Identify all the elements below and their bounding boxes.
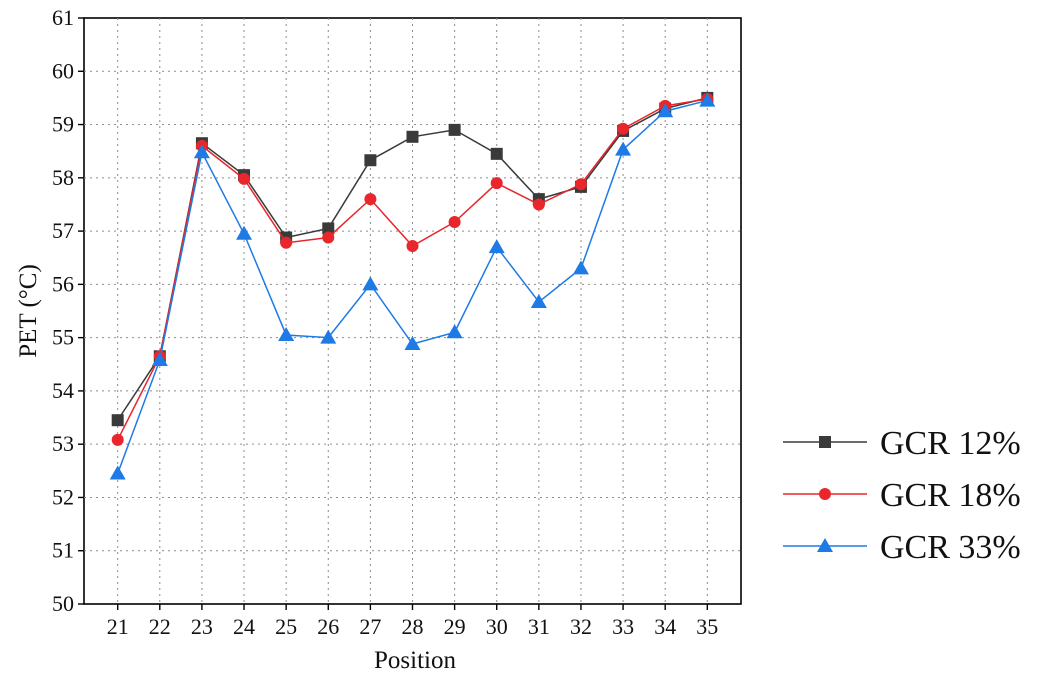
- data-point: [322, 231, 335, 244]
- axis-ticks: 50 51 52 53 54 55 56 57 58 59 60 61 21 22 23 24 25 26 27 28…: [52, 5, 718, 639]
- data-point: [280, 236, 293, 249]
- data-point: [530, 293, 547, 308]
- x-tick-label: 35: [696, 614, 718, 639]
- data-point: [406, 240, 419, 253]
- legend-label: GCR 18%: [880, 477, 1021, 514]
- data-point: [111, 433, 124, 446]
- x-tick-label: 22: [149, 614, 171, 639]
- data-point: [193, 144, 210, 159]
- y-tick-label: 50: [52, 591, 74, 616]
- data-point: [238, 172, 251, 185]
- x-tick-label: 31: [528, 614, 550, 639]
- x-tick-label: 25: [275, 614, 297, 639]
- y-tick-label: 59: [52, 112, 74, 137]
- y-tick-label: 61: [52, 5, 74, 30]
- x-axis-title: Position: [374, 647, 456, 674]
- y-tick-label: 60: [52, 58, 74, 83]
- data-point: [574, 178, 587, 191]
- x-tick-label: 28: [402, 614, 424, 639]
- x-tick-label: 30: [486, 614, 508, 639]
- data-point: [532, 198, 545, 211]
- legend-marker: [819, 436, 831, 448]
- data-point: [572, 260, 589, 275]
- data-point: [406, 130, 419, 143]
- data-point: [490, 177, 503, 190]
- legend-label: GCR 12%: [880, 425, 1021, 462]
- data-point: [404, 336, 421, 351]
- y-tick-label: 53: [52, 431, 74, 456]
- y-axis-title: PET (°C): [15, 264, 42, 358]
- x-tick-label: 24: [233, 614, 255, 639]
- y-tick-label: 55: [52, 325, 74, 350]
- y-tick-label: 52: [52, 484, 74, 509]
- data-point: [278, 326, 295, 341]
- data-point: [699, 92, 716, 107]
- legend-item: GCR 33%: [783, 529, 1021, 566]
- x-tick-label: 34: [654, 614, 676, 639]
- data-point: [490, 147, 503, 160]
- legend-label: GCR 33%: [880, 529, 1021, 566]
- y-tick-label: 51: [52, 538, 74, 563]
- legend-marker: [819, 488, 831, 500]
- data-point: [111, 414, 124, 427]
- data-point: [448, 216, 461, 229]
- data-point: [615, 141, 632, 156]
- x-tick-label: 29: [444, 614, 466, 639]
- data-point: [109, 465, 126, 480]
- data-point: [320, 329, 337, 344]
- y-tick-label: 54: [52, 378, 74, 403]
- data-point: [364, 193, 377, 206]
- series-gcr-33: [109, 92, 716, 480]
- x-tick-label: 33: [612, 614, 634, 639]
- data-point: [617, 122, 630, 135]
- x-tick-label: 23: [191, 614, 213, 639]
- y-tick-label: 56: [52, 271, 74, 296]
- x-tick-label: 32: [570, 614, 592, 639]
- data-point: [364, 154, 377, 167]
- data-point: [151, 352, 168, 367]
- data-point: [446, 324, 463, 339]
- data-point: [236, 225, 253, 240]
- data-point: [322, 222, 335, 235]
- legend-item: GCR 18%: [783, 477, 1021, 514]
- y-tick-label: 58: [52, 165, 74, 190]
- x-tick-label: 27: [359, 614, 381, 639]
- data-point: [362, 276, 379, 291]
- data-point: [657, 103, 674, 118]
- data-point: [448, 123, 461, 136]
- x-tick-label: 26: [317, 614, 339, 639]
- data-series: [109, 91, 716, 480]
- y-tick-label: 57: [52, 218, 74, 243]
- legend-marker: [817, 538, 833, 552]
- legend-item: GCR 12%: [783, 425, 1021, 462]
- data-point: [488, 239, 505, 254]
- x-tick-label: 21: [107, 614, 129, 639]
- legend: GCR 12% GCR 18% GCR 33%: [783, 425, 1021, 566]
